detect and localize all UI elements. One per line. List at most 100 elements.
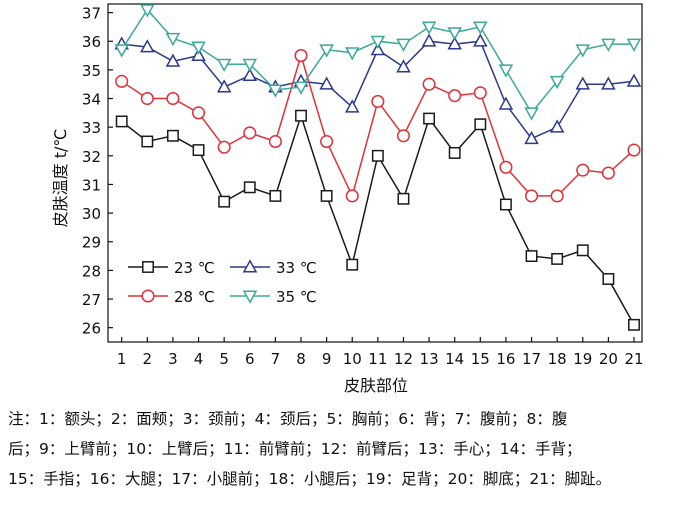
- data-point: [294, 49, 308, 63]
- data-point: [218, 195, 231, 208]
- data-point: [601, 166, 615, 180]
- data-point: [525, 250, 538, 263]
- x-tick-label: 7: [271, 350, 281, 368]
- data-point: [473, 33, 488, 47]
- data-point: [396, 59, 411, 73]
- footnote-line: 后；9：上臂前；10：上臂后；11：前臂前；12：前臂后；13：手心；14：手背…: [8, 440, 582, 458]
- x-tick-label: 2: [143, 350, 153, 368]
- data-point: [191, 47, 206, 62]
- data-point: [243, 126, 257, 140]
- x-tick-label: 17: [522, 350, 541, 368]
- y-tick-label: 26: [82, 320, 101, 338]
- data-point: [344, 99, 360, 113]
- y-axis-label: 皮肤温度 t/℃: [51, 129, 70, 228]
- y-tick-label: 32: [82, 148, 101, 166]
- data-point: [166, 129, 179, 142]
- footnote-line: 15：手指；16：大腿；17：小腿前；18：小腿后；19：足背；20：脚底；21…: [8, 470, 612, 488]
- legend-label: 33 ℃: [276, 259, 317, 277]
- data-point: [191, 41, 206, 55]
- x-tick-label: 14: [445, 350, 464, 368]
- data-point: [627, 143, 641, 157]
- legend-item: 28 ℃: [128, 288, 215, 306]
- data-point: [423, 112, 436, 125]
- legend-item: 35 ℃: [230, 288, 317, 306]
- legend-marker: [242, 259, 258, 273]
- data-point: [345, 189, 359, 203]
- data-point: [551, 252, 564, 265]
- data-point: [448, 146, 461, 159]
- data-point: [628, 318, 640, 331]
- plot-frame: [107, 3, 643, 343]
- series-0: [115, 109, 640, 331]
- x-tick-label: 3: [168, 350, 178, 368]
- data-point: [498, 64, 514, 78]
- x-tick-label: 11: [368, 350, 387, 368]
- data-point: [268, 134, 282, 149]
- data-point: [320, 134, 334, 149]
- data-point: [473, 86, 487, 100]
- data-point: [576, 163, 590, 177]
- x-tick-label: 16: [496, 350, 515, 368]
- data-point: [242, 67, 258, 82]
- data-point: [601, 38, 616, 52]
- data-point: [575, 44, 591, 58]
- x-tick-label: 12: [394, 350, 413, 368]
- data-point: [447, 27, 462, 41]
- data-point: [115, 74, 129, 88]
- x-tick-label: 5: [219, 350, 229, 368]
- y-tick-label: 35: [82, 62, 101, 80]
- x-tick-label: 13: [420, 350, 439, 368]
- series-layer: [114, 4, 642, 331]
- legend-label: 35 ℃: [276, 288, 317, 306]
- data-point: [550, 189, 564, 203]
- data-point: [370, 35, 386, 49]
- data-point: [346, 258, 359, 271]
- y-tick-label: 30: [82, 205, 101, 223]
- data-point: [269, 189, 282, 202]
- data-point: [319, 44, 334, 58]
- data-point: [166, 91, 180, 106]
- data-point: [421, 33, 437, 47]
- data-point: [371, 149, 384, 162]
- data-point: [473, 21, 488, 35]
- data-point: [524, 130, 539, 145]
- x-tick-label: 6: [245, 350, 255, 368]
- data-point: [397, 192, 410, 205]
- x-tick-label: 9: [322, 350, 332, 368]
- data-point: [268, 84, 283, 98]
- data-point: [396, 38, 411, 52]
- legend-marker: [141, 289, 155, 303]
- data-point: [370, 42, 386, 56]
- data-point: [344, 47, 360, 61]
- y-tick-label: 36: [82, 33, 101, 51]
- x-tick-label: 20: [599, 350, 618, 368]
- series-2: [115, 49, 641, 203]
- data-point: [216, 58, 232, 72]
- data-point: [499, 160, 513, 174]
- data-point: [576, 244, 589, 257]
- data-point: [498, 96, 514, 110]
- data-point: [626, 73, 642, 87]
- y-tick-label: 29: [82, 234, 101, 252]
- series-3: [114, 4, 642, 121]
- data-point: [524, 189, 539, 203]
- data-point: [602, 273, 615, 285]
- y-tick-label: 33: [82, 119, 101, 137]
- data-point: [140, 91, 154, 106]
- data-point: [474, 118, 487, 131]
- series-1: [114, 33, 642, 145]
- x-tick-label: 10: [343, 350, 362, 368]
- data-point: [396, 129, 411, 143]
- x-tick-label: 15: [471, 350, 490, 368]
- legend-label: 23 ℃: [174, 259, 215, 277]
- x-tick-label: 8: [296, 350, 306, 368]
- data-point: [192, 144, 205, 157]
- y-tick-label: 34: [82, 91, 101, 109]
- data-point: [447, 36, 462, 50]
- legend-marker: [142, 261, 154, 273]
- data-point: [140, 4, 155, 18]
- data-point: [319, 76, 334, 90]
- data-point: [242, 58, 258, 72]
- x-tick-label: 21: [624, 350, 643, 368]
